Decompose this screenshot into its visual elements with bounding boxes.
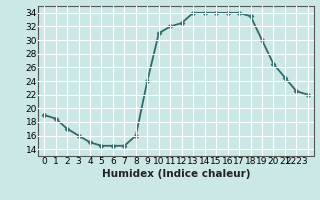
X-axis label: Humidex (Indice chaleur): Humidex (Indice chaleur) [102, 169, 250, 179]
